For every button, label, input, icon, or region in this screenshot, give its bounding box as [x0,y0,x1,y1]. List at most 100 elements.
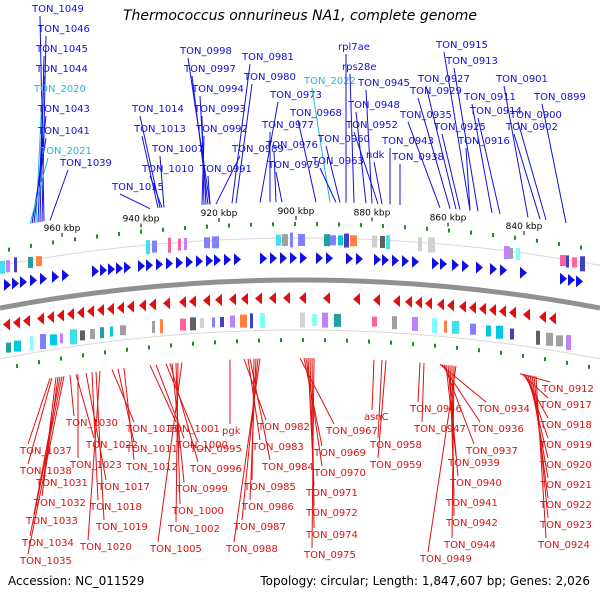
forward-gene-arrow [576,275,583,287]
reverse-gene-arrow [23,315,30,327]
top-gene-label: rps28e [342,62,377,73]
reverse-feature-tile [300,313,305,328]
bottom-label-leader [28,378,50,444]
bottom-gene-label: TON_0923 [539,520,592,531]
forward-feature-tile [510,248,513,259]
ring-tick [236,339,238,343]
top-label-leader [276,172,282,202]
bottom-gene-label: TON_1012 [125,462,178,473]
bottom-gene-label: TON_1000 [171,506,224,517]
reverse-feature-tile [496,326,503,339]
top-label-leader [50,170,68,221]
bottom-gene-label: TON_0986 [241,502,294,513]
ring-tick [368,339,370,343]
forward-gene-arrow [108,263,115,275]
bottom-gene-label: TON_1020 [79,542,132,553]
ring-tick [522,354,524,358]
forward-gene-arrow [382,254,389,266]
forward-feature-tile [572,257,577,267]
ring-tick [192,342,194,346]
ring-tick [74,237,76,241]
top-gene-label: TON_0960 [317,134,370,145]
ring-tick [500,351,502,355]
reverse-gene-arrow [469,302,476,314]
bottom-gene-label: TON_1002 [167,524,220,535]
ring-tick [302,338,304,342]
top-gene-label: TON_0935 [399,110,452,121]
forward-gene-arrow [440,258,447,270]
ring-tick [82,353,84,357]
forward-gene-arrow [40,273,47,285]
forward-feature-tile [204,237,210,248]
reverse-feature-tile [510,329,514,340]
top-gene-label: TON_1013 [133,124,186,135]
ring-tick [126,348,128,352]
forward-gene-arrow [432,257,439,269]
reverse-feature-tile [6,343,11,353]
reverse-feature-tile [110,326,113,336]
bottom-gene-label: TON_0974 [305,530,358,541]
ring-tick [558,242,560,246]
top-label-leader [326,146,340,202]
reverse-gene-arrow [437,298,444,310]
top-gene-label: TON_0901 [495,74,548,85]
ring-tick [250,223,252,227]
forward-feature-tile [36,256,42,266]
top-gene-label: TON_0992 [195,124,248,135]
reverse-gene-arrow [393,295,400,307]
forward-feature-tile [146,240,150,254]
top-label-leader [408,122,440,208]
reverse-gene-arrow [215,294,222,306]
reverse-feature-tile [452,321,459,334]
forward-gene-arrow [520,267,527,279]
reverse-gene-arrow [425,297,432,309]
bottom-label-leader [88,371,100,540]
top-gene-label: TON_0980 [243,72,296,83]
top-gene-label: TON_2022 [303,76,356,87]
forward-feature-tile [418,237,422,251]
ring-tick [206,225,208,229]
bottom-gene-label: TON_0984 [261,462,314,473]
bottom-gene-label: TON_0995 [189,444,242,455]
bottom-gene-label: TON_0924 [537,540,590,551]
forward-gene-arrow [4,279,11,291]
reverse-feature-tile [334,314,341,327]
reverse-feature-tile [486,325,491,336]
kbp-tick-label: 860 kbp [430,214,467,224]
forward-gene-arrow [326,252,333,264]
forward-feature-tile [28,257,33,268]
reverse-feature-tile [412,317,418,331]
ring-tick [566,361,568,365]
ring-tick [478,348,480,352]
forward-gene-arrow [146,259,153,271]
forward-feature-tile [338,235,343,245]
reverse-gene-arrow [489,304,496,316]
reverse-feature-tile [312,314,317,326]
ring-tick [316,222,318,226]
ring-tick [382,224,384,228]
top-gene-label: TON_0902 [505,122,558,133]
bottom-gene-label: TON_1035 [19,556,72,567]
top-gene-label: TON_0997 [183,64,236,75]
forward-gene-arrow [462,260,469,272]
reverse-feature-tile [14,341,21,352]
bottom-gene-label: asnC [364,412,389,423]
forward-feature-tile [290,233,293,248]
reverse-feature-tile [180,319,186,331]
ring-tick [272,222,274,226]
reverse-gene-arrow [87,305,94,317]
bottom-gene-label: TON_1019 [95,522,148,533]
top-gene-label: TON_2021 [39,146,92,157]
top-gene-label: TON_0927 [417,74,470,85]
forward-feature-tile [372,236,377,248]
forward-gene-arrow [270,252,277,264]
top-gene-label: TON_1044 [35,64,88,75]
ring-tick [448,229,450,233]
reverse-gene-arrow [127,301,134,313]
forward-feature-tile [276,235,281,246]
top-gene-label: TON_0993 [193,104,246,115]
top-gene-label: TON_0963 [311,156,364,167]
ring-tick [52,240,54,244]
top-gene-label: TON_0945 [357,78,410,89]
reverse-feature-tile [220,317,224,327]
